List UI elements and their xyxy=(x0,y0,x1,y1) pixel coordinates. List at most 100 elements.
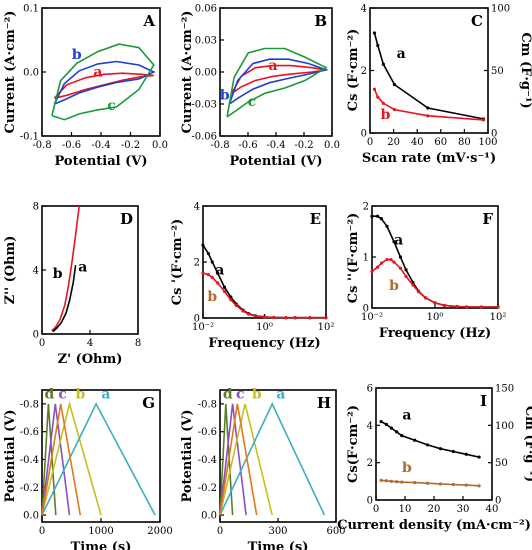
series-line-c xyxy=(51,43,155,121)
panel-label: E xyxy=(310,210,321,228)
x-tick-label: 80 xyxy=(458,137,471,148)
data-point-a xyxy=(381,62,385,66)
x-tick-label: 10⁻² xyxy=(361,312,383,323)
data-point-b xyxy=(425,481,430,485)
data-point-b xyxy=(385,257,389,262)
y2-tick-label: 100 xyxy=(495,421,514,432)
data-point-a xyxy=(379,420,383,424)
curve-label-a: a xyxy=(93,65,102,81)
curve-label-b: b xyxy=(220,88,230,104)
data-point-a xyxy=(477,455,481,459)
x-axis-label: Frequency (Hz) xyxy=(208,336,320,351)
x-tick-label: 20 xyxy=(387,137,400,148)
x-tick-label: 2000 xyxy=(147,526,172,537)
y-tick-label: 0.0 xyxy=(23,68,39,79)
data-point-b xyxy=(400,480,404,484)
series-line-b xyxy=(228,58,329,105)
series-line-b xyxy=(202,272,326,319)
panel-B: -0.8 -0.6 -0.4 -0.2 0.0 -0.06 -0.03 0.00 0.03 0.0… xyxy=(180,4,340,170)
x-axis-label: Scan rate (mV·s⁻¹) xyxy=(362,151,496,166)
x-tick-label: 0.0 xyxy=(152,140,168,151)
data-point-a xyxy=(400,434,404,438)
y-axis-label: Cs(F·cm⁻²) xyxy=(346,405,361,483)
data-point-a xyxy=(464,452,468,456)
curve-label-b: b xyxy=(53,266,63,282)
y2-tick-label: 0 xyxy=(491,129,497,140)
data-point-a xyxy=(370,214,374,218)
data-point-b xyxy=(293,316,297,320)
panel-label: D xyxy=(120,210,133,228)
y2-axis-label: Cm (F·g⁻¹) xyxy=(522,406,532,482)
data-point-b xyxy=(229,298,233,302)
x-tick-label: -0.8 xyxy=(210,140,229,151)
data-point-b xyxy=(464,483,468,487)
data-point-a xyxy=(392,240,396,244)
x-tick-label: 10⁰ xyxy=(427,312,444,323)
data-point-a xyxy=(425,443,430,447)
x-tick-label: 40 xyxy=(411,137,424,148)
series-line-e xyxy=(41,403,82,516)
y-tick-label: 0 xyxy=(367,496,373,507)
x-tick-label: 0 xyxy=(373,504,379,515)
data-point-b xyxy=(246,312,251,316)
y2-tick-label: 150 xyxy=(495,384,514,395)
y2-tick-label: 50 xyxy=(491,66,504,77)
x-tick-label: 10² xyxy=(490,312,507,323)
curve-label-c: c xyxy=(58,386,67,402)
y2-tick-label: 100 xyxy=(491,4,510,15)
y-tick-label: 1 xyxy=(363,253,369,264)
panel-label: C xyxy=(471,12,483,30)
data-point-a xyxy=(222,285,227,289)
x-tick-label: 0 xyxy=(367,137,373,148)
curve-label-b: b xyxy=(381,107,391,123)
data-point-b xyxy=(222,289,227,293)
data-point-b xyxy=(392,260,396,264)
data-point-b xyxy=(201,271,205,275)
data-point-b xyxy=(395,480,399,484)
data-point-b xyxy=(423,296,428,300)
panel-D: 0 4 8 0 4 8 Z' (Ohm) Z'' (Ohm) Db a xyxy=(3,202,141,368)
data-point-b xyxy=(206,273,211,277)
x-tick-label: 0 xyxy=(217,526,223,537)
y-tick-label: 4 xyxy=(33,266,39,277)
series-line-b xyxy=(219,403,273,516)
x-tick-label: 0 xyxy=(39,526,45,537)
y-axis-label: Current (A·cm⁻²) xyxy=(3,11,18,134)
y-tick-label: 6 xyxy=(367,384,373,395)
y-tick-label: 0 xyxy=(363,304,369,315)
curve-label-b: b xyxy=(389,278,399,294)
data-point-b xyxy=(324,316,328,320)
x-tick-label: 0.0 xyxy=(324,140,340,151)
y-tick-label: 0.06 xyxy=(195,4,217,15)
data-point-b xyxy=(384,479,388,483)
panel-label: G xyxy=(142,394,155,412)
data-point-b xyxy=(389,479,394,483)
data-point-a xyxy=(376,43,380,48)
data-point-a xyxy=(384,422,388,426)
x-tick-label: 0 xyxy=(39,338,45,349)
data-point-b xyxy=(455,304,459,309)
x-tick-label: -0.4 xyxy=(91,140,110,151)
y-tick-label: 0.03 xyxy=(195,36,217,47)
curve-label-b: b xyxy=(75,386,85,402)
y-tick-label: -0.6 xyxy=(198,427,217,438)
curve-label-c: c xyxy=(107,98,116,114)
data-point-a xyxy=(216,271,220,275)
panel-G: 0 1000 2000 0.0 -0.2 -0.4 -0.6 -0.8 Time (s) Pote… xyxy=(3,386,173,550)
data-point-b xyxy=(308,316,312,320)
y-axis-label: Current (A·cm⁻²) xyxy=(180,11,195,134)
series-line-a xyxy=(373,32,484,120)
data-point-b xyxy=(477,484,481,488)
x-tick-label: 300 xyxy=(268,526,287,537)
x-axis-label: Time (s) xyxy=(71,540,132,550)
data-point-a xyxy=(404,268,408,272)
y-axis-label: Z'' (Ohm) xyxy=(3,236,18,305)
data-point-b xyxy=(433,301,437,305)
y-tick-label: 0.1 xyxy=(23,4,39,15)
data-point-b xyxy=(479,305,484,309)
curve-label-a: a xyxy=(269,58,278,74)
curve-label-b: b xyxy=(207,289,217,305)
data-point-a xyxy=(206,252,211,256)
